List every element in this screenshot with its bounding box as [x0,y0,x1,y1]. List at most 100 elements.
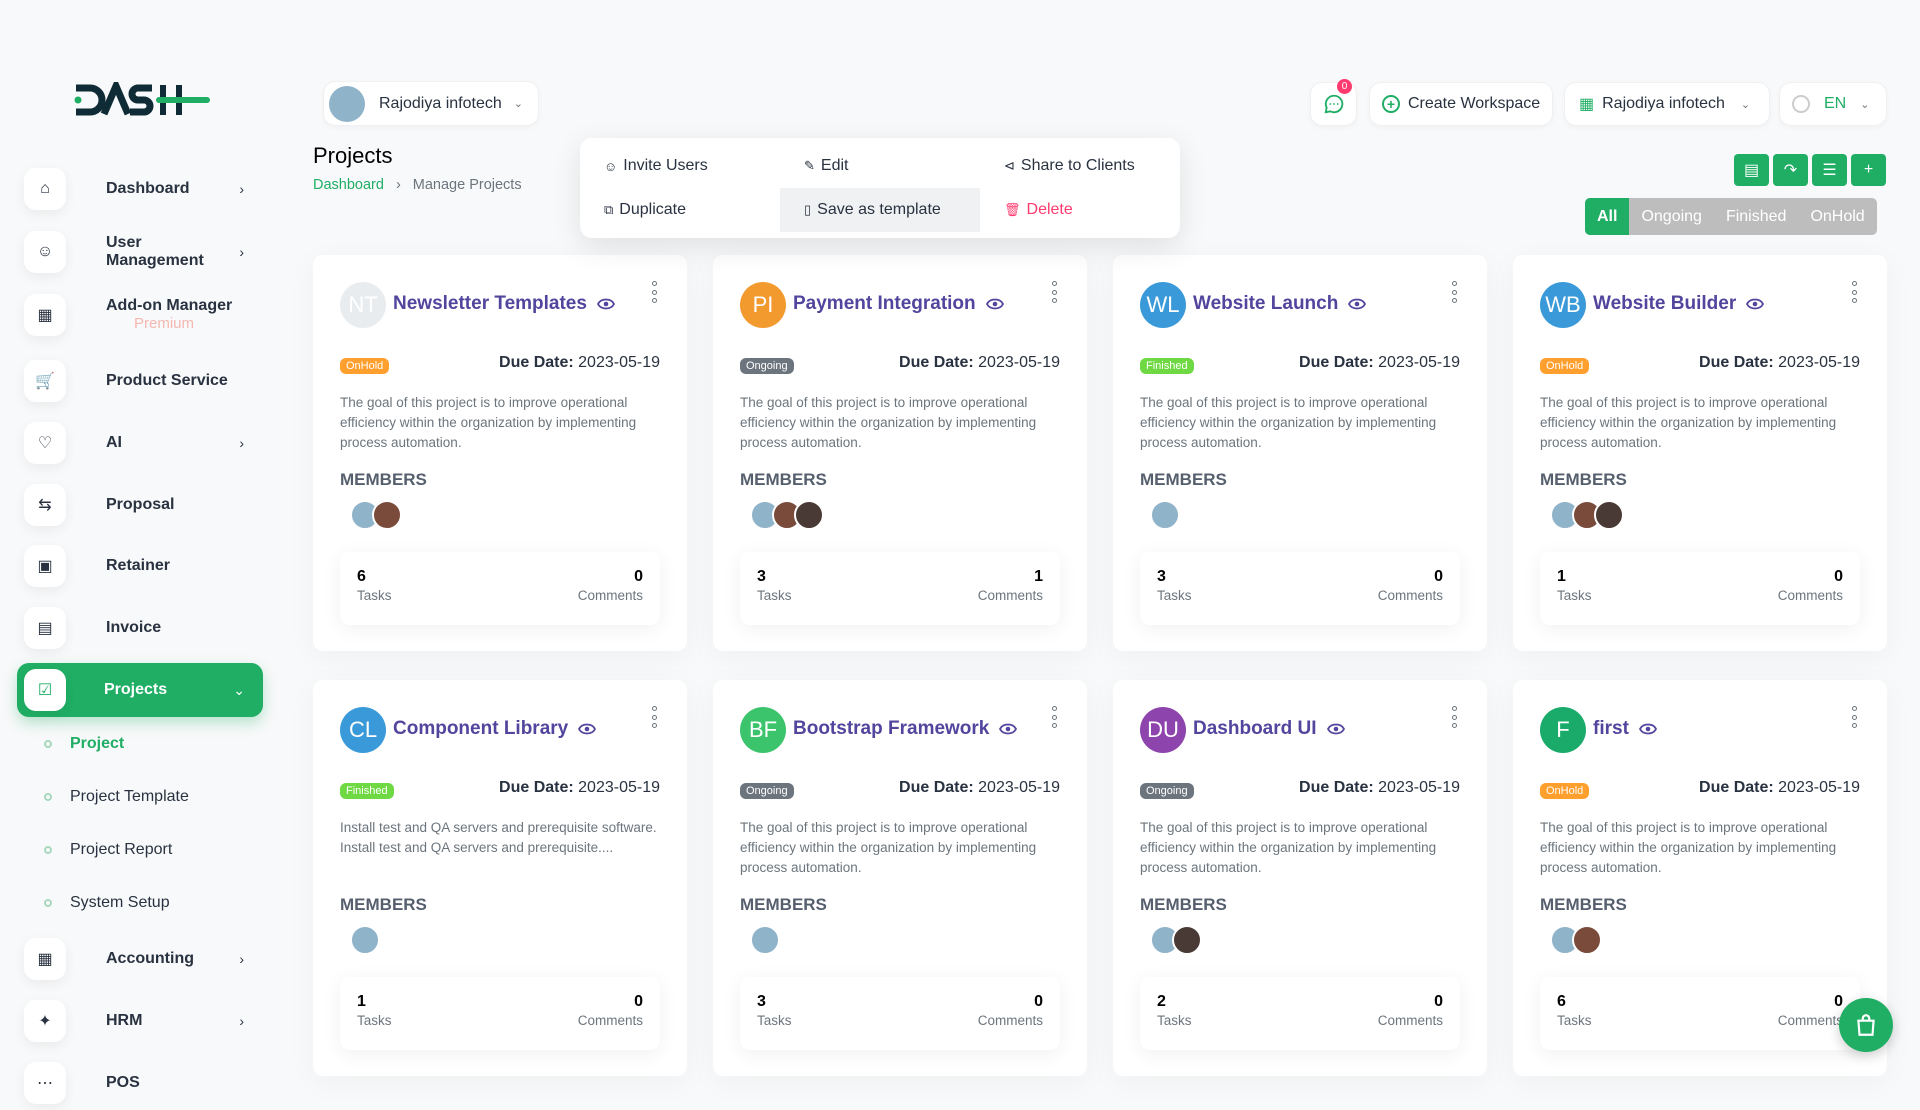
grid-view-button[interactable]: ▤ [1734,154,1769,186]
more-options-icon[interactable] [649,281,659,303]
project-card: F first OnHold Due Date: 2023-05-19 The … [1513,680,1887,1076]
project-title[interactable]: Payment Integration [793,293,1004,315]
import-button[interactable]: ↷ [1773,154,1808,186]
eye-icon[interactable] [596,298,615,310]
project-description: The goal of this project is to improve o… [740,395,1037,450]
sidebar-item-proposal[interactable]: ⇆ Proposal [22,478,262,532]
sidebar-item-accounting[interactable]: ▦ Accounting › [22,932,262,986]
eye-icon[interactable] [578,723,597,735]
tab-ongoing[interactable]: Ongoing [1641,207,1702,225]
comments-label: Comments [1377,588,1443,603]
project-title[interactable]: Newsletter Templates [393,293,615,315]
project-title[interactable]: Dashboard UI [1193,718,1345,740]
sidebar-item-pos[interactable]: ⋯ POS [22,1056,262,1110]
member-avatar[interactable] [1572,925,1602,955]
more-options-icon[interactable] [1449,281,1459,303]
sidebar-item-add-on-manager[interactable]: ▦ Add-on Manager Premium [22,288,262,342]
eye-icon[interactable] [1326,723,1345,735]
sidebar-subitem-project-template[interactable]: Project Template [44,788,189,806]
menu-item-edit[interactable]: ✎ Edit [780,144,980,188]
menu-item-invite-users[interactable]: ☺ Invite Users [580,144,780,188]
sidebar-item-label: Invoice [106,619,162,636]
bookmark-icon: ▯ [804,202,812,217]
language-selector[interactable]: EN ⌄ [1779,82,1887,126]
project-title[interactable]: Bootstrap Framework [793,718,1018,740]
invite-user-icon: ☺ [604,158,618,174]
add-project-button[interactable]: + [1851,154,1886,186]
project-stats: 2 Tasks 0 Comments [1140,977,1460,1050]
tasks-label: Tasks [1557,588,1592,603]
more-options-icon[interactable] [1849,706,1859,728]
member-avatar[interactable] [1150,500,1180,530]
tab-onhold[interactable]: OnHold [1810,207,1865,225]
project-title[interactable]: Website Builder [1593,293,1765,315]
more-options-icon[interactable] [1849,281,1859,303]
more-options-icon[interactable] [649,706,659,728]
sidebar-subitem-project-report[interactable]: Project Report [44,841,172,859]
member-avatar[interactable] [372,500,402,530]
project-card: BF Bootstrap Framework Ongoing Due Date:… [713,680,1087,1076]
sidebar-item-product-service[interactable]: 🛒 Product Service [22,354,262,408]
project-avatar: WB [1540,282,1586,328]
project-description: The goal of this project is to improve o… [340,395,637,450]
cart-button[interactable] [1839,998,1893,1052]
breadcrumb-dashboard[interactable]: Dashboard [313,177,384,193]
comment-count: 0 [1434,568,1443,585]
workspace-selector[interactable]: Rajodiya infotech ⌄ [323,81,539,126]
create-workspace-button[interactable]: + Create Workspace [1369,82,1553,126]
member-avatar[interactable] [794,500,824,530]
project-stats: 6 Tasks 0 Comments [340,552,660,625]
eye-icon[interactable] [1746,298,1765,310]
comment-count: 0 [634,993,643,1010]
menu-item-duplicate[interactable]: ⧉ Duplicate [580,188,780,232]
breadcrumb: Dashboard › Manage Projects [313,177,522,193]
sidebar-item-user-management[interactable]: ☺ User Management › [22,225,262,279]
project-title[interactable]: Component Library [393,718,597,740]
project-title[interactable]: Website Launch [1193,293,1367,315]
sidebar-item-invoice[interactable]: ▤ Invoice [22,601,262,655]
more-options-icon[interactable] [1049,706,1059,728]
menu-item-delete[interactable]: 🗑 Delete [980,188,1180,232]
more-options-icon[interactable] [1449,706,1459,728]
list-view-button[interactable]: ☰ [1812,154,1847,186]
eye-icon[interactable] [1638,723,1657,735]
member-avatar[interactable] [750,925,780,955]
member-avatar[interactable] [1172,925,1202,955]
member-avatar[interactable] [350,925,380,955]
tab-all[interactable]: All [1585,198,1630,235]
messages-button[interactable]: 0 [1310,79,1357,126]
chevron-right-icon: › [239,435,244,451]
tab-finished[interactable]: Finished [1725,207,1787,225]
invoice-icon: ▤ [24,607,66,649]
due-date: Due Date: 2023-05-19 [899,354,1060,371]
sidebar-item-projects[interactable]: ☑ Projects ⌄ [17,663,263,717]
more-options-icon[interactable] [1049,281,1059,303]
sidebar-item-dashboard[interactable]: ⌂ Dashboard › [22,162,262,216]
create-workspace-label: Create Workspace [1408,95,1541,112]
users-icon: ☺ [24,231,66,273]
company-selector[interactable]: ▦ Rajodiya infotech ⌄ [1564,82,1770,126]
project-avatar: CL [340,707,386,753]
sidebar-item-ai[interactable]: ♡ AI › [22,416,262,470]
eye-icon[interactable] [999,723,1018,735]
share-icon: ⊲ [1004,158,1015,173]
sidebar-item-hrm[interactable]: ✦ HRM › [22,994,262,1048]
project-stats: 6 Tasks 0 Comments [1540,977,1860,1050]
menu-item-share-to-clients[interactable]: ⊲ Share to Clients [980,144,1180,188]
project-title[interactable]: first [1593,718,1657,740]
project-name: Website Launch [1193,293,1339,314]
notification-badge: 0 [1337,79,1352,94]
eye-icon[interactable] [985,298,1004,310]
proposal-icon: ⇆ [24,484,66,526]
eye-icon[interactable] [1348,298,1367,310]
sidebar-subitem-system-setup[interactable]: System Setup [44,894,170,912]
sidebar-item-retainer[interactable]: ▣ Retainer [22,539,262,593]
sidebar-subitem-project[interactable]: Project [44,735,124,753]
sidebar-item-label: Retainer [106,557,171,574]
member-avatar[interactable] [1594,500,1624,530]
project-card: CL Component Library Finished Due Date: … [313,680,687,1076]
menu-item-save-as-template[interactable]: ▯ Save as template [780,188,980,232]
member-list [350,925,380,955]
workspace-name: Rajodiya infotech [379,94,502,112]
project-card: PI Payment Integration Ongoing Due Date:… [713,255,1087,651]
